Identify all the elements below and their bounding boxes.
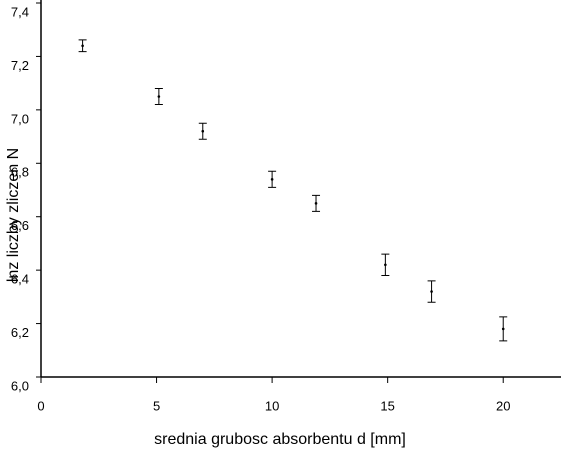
y-tick-label: 6,4 xyxy=(11,272,29,287)
point xyxy=(270,178,274,181)
y-tick-label: 6,8 xyxy=(11,165,29,180)
point xyxy=(157,95,161,98)
point xyxy=(81,44,84,48)
y-tick-label: 6,2 xyxy=(11,325,29,340)
y-tick-label: 7,4 xyxy=(11,4,29,19)
y-tick-label: 6,0 xyxy=(11,378,29,393)
y-tick-label: 7,0 xyxy=(11,111,29,126)
y-axis-title: lnz liczby zliczen N xyxy=(5,148,22,282)
x-tick-label: 0 xyxy=(37,398,44,413)
y-tick-label: 7,2 xyxy=(11,58,29,73)
x-tick-label: 5 xyxy=(153,398,160,413)
point xyxy=(201,129,205,133)
y-tick-label: 6,6 xyxy=(11,218,29,233)
x-tick-label: 10 xyxy=(265,398,279,413)
x-axis-title: srednia grubosc absorbentu d [mm] xyxy=(154,431,406,448)
x-tick-label: 20 xyxy=(496,398,510,413)
point xyxy=(384,263,387,267)
point xyxy=(430,290,433,293)
point xyxy=(314,202,318,205)
x-tick-label: 15 xyxy=(380,398,394,413)
point xyxy=(501,327,505,331)
